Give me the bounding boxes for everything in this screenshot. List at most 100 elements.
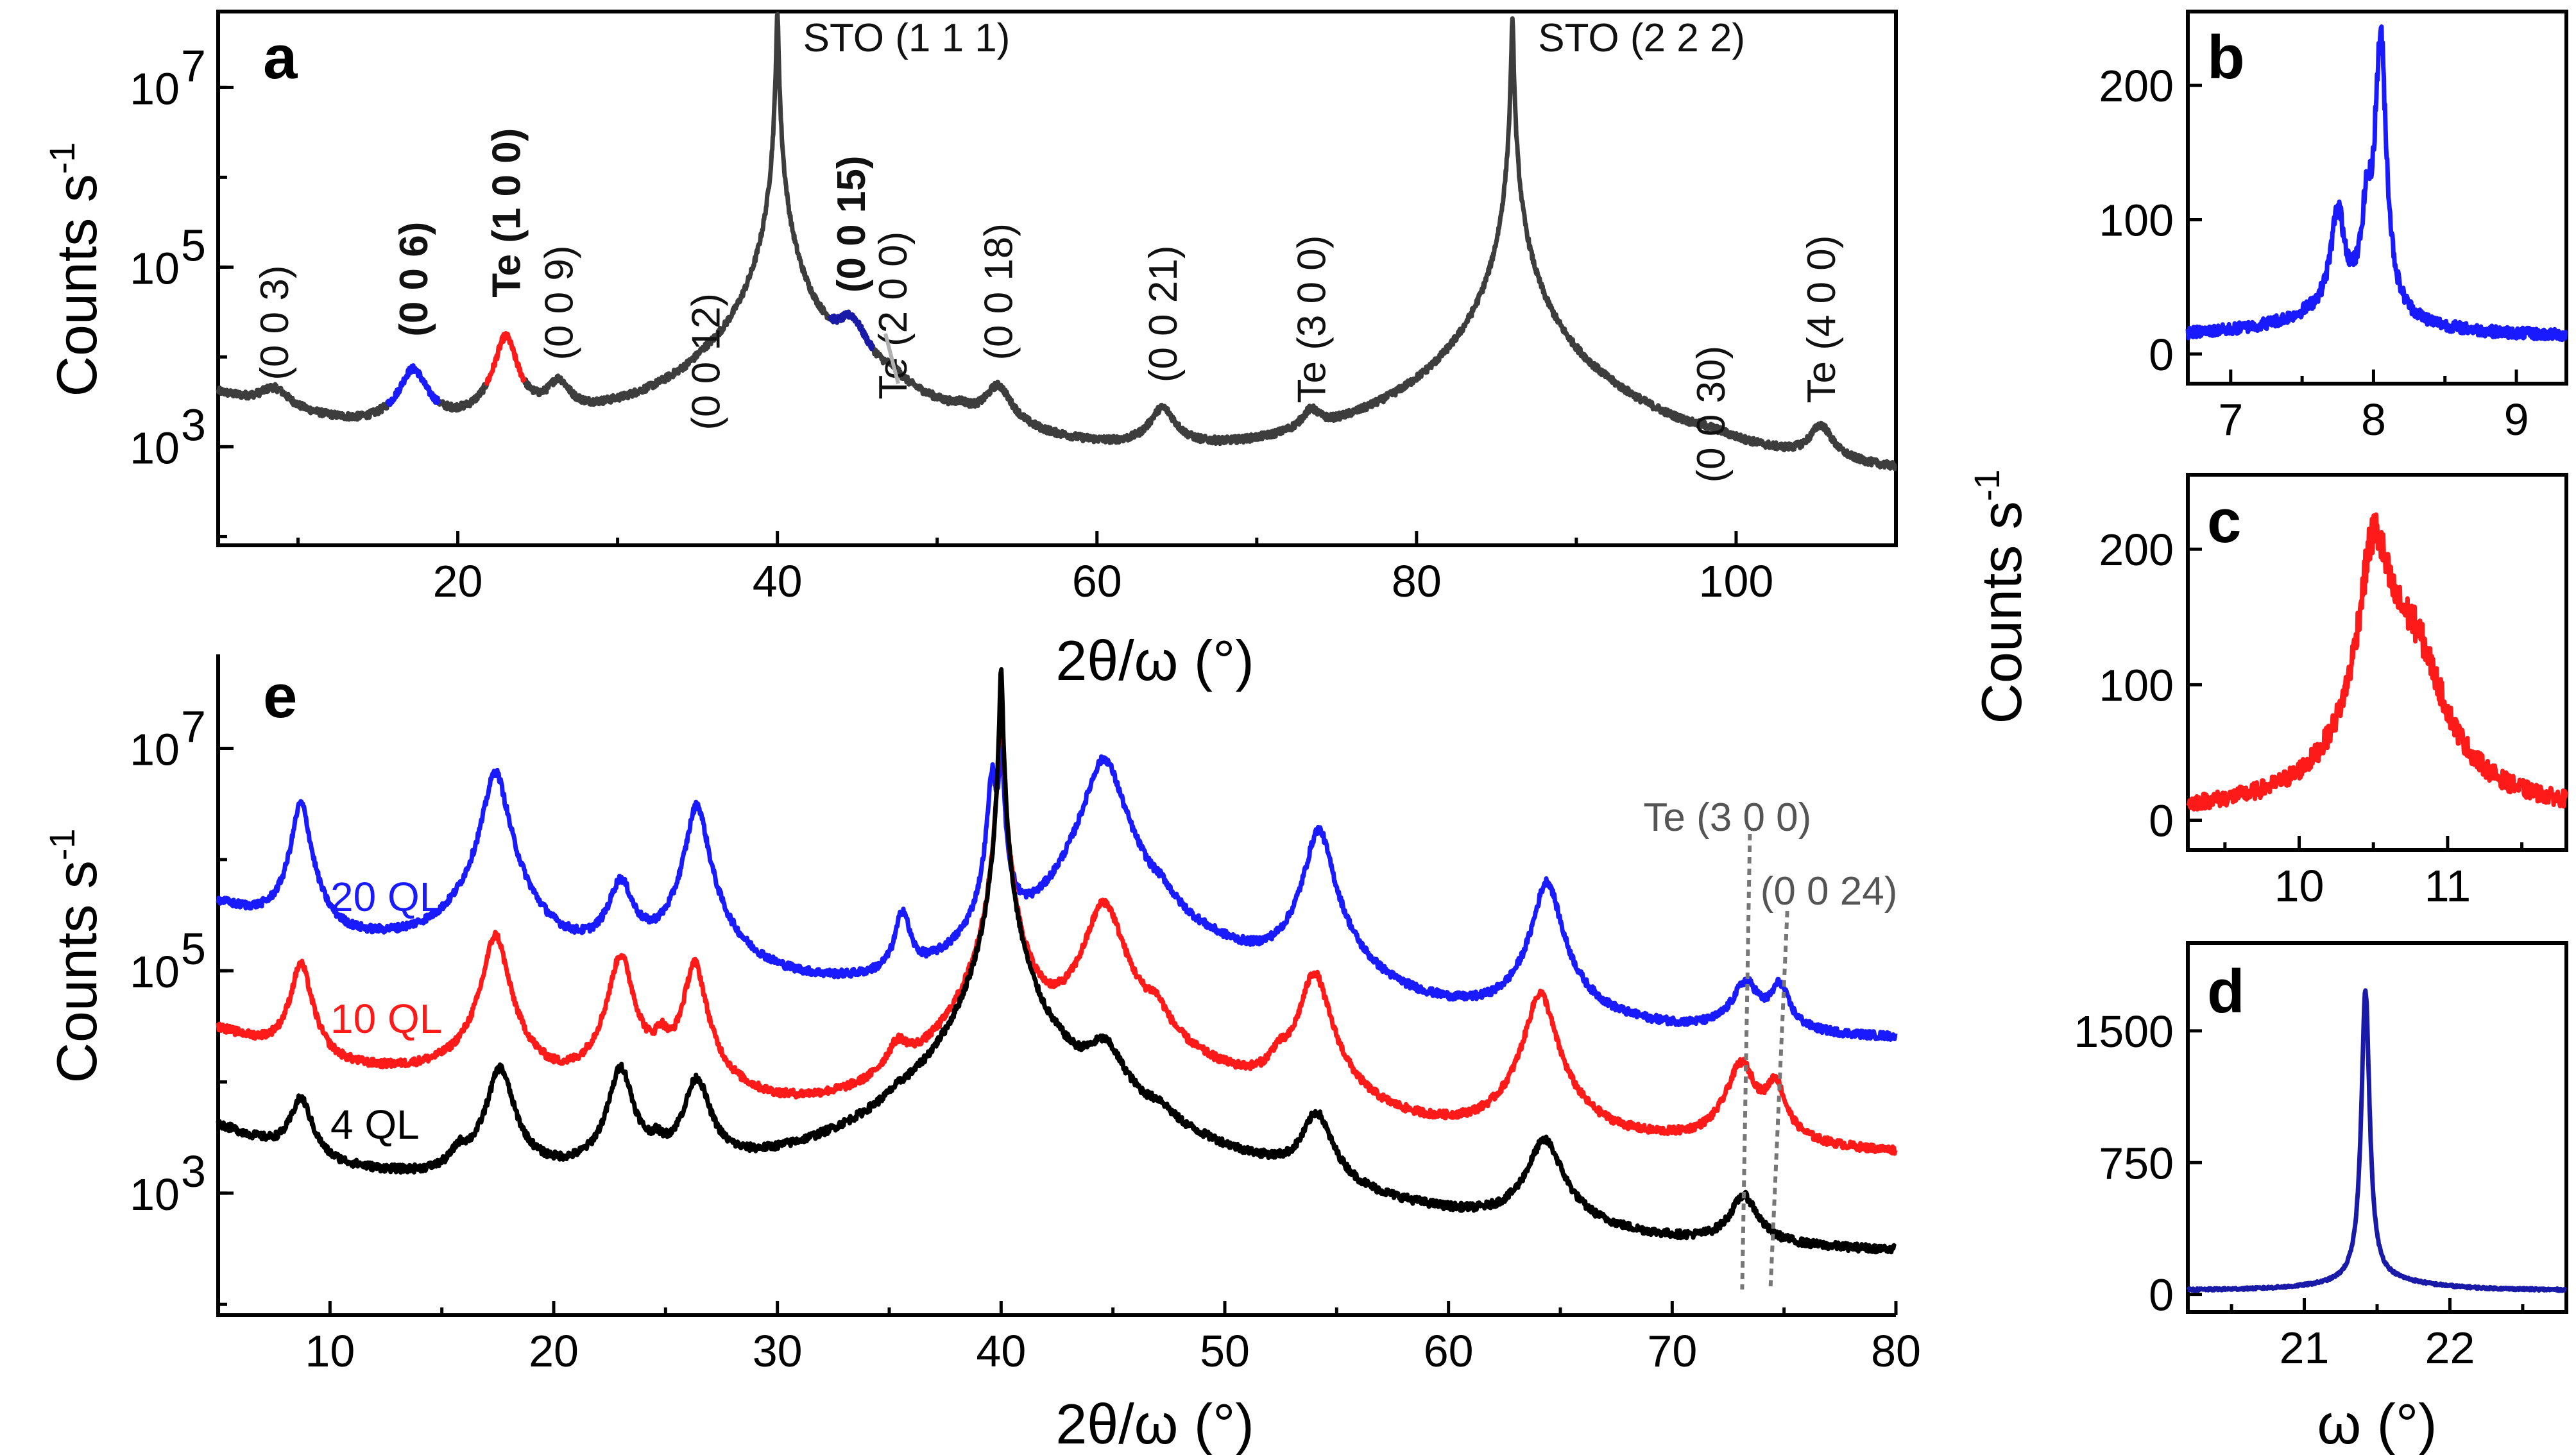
- panel-b-y-tick-label-200: 200: [2099, 61, 2174, 111]
- panel-e-series-label-2: 4 QL: [330, 1102, 420, 1148]
- panel-d-y-tick-label-1500: 1500: [2074, 1007, 2174, 1057]
- peak-label-9: (0 0 18): [977, 223, 1021, 361]
- panel-e-y-tick-label-3: 10: [130, 1170, 180, 1220]
- panel-b-x-ticks: 7 8 9: [2218, 370, 2529, 445]
- panel-d-x-tick-label-21: 21: [2280, 1323, 2330, 1373]
- panel-a-x-label: 2θ/ω (°): [1055, 629, 1254, 692]
- panel-e-series-labels: 20 QL 10 QL 4 QL: [330, 874, 442, 1148]
- panel-b-y-tick-label-0: 0: [2149, 330, 2174, 380]
- panel-a-x-tick-label-20: 20: [433, 556, 483, 606]
- panel-e-x-label: 2θ/ω (°): [1055, 1392, 1254, 1455]
- panel-e-series-label-1: 10 QL: [330, 996, 442, 1042]
- panel-e-x-tick-label-40: 40: [976, 1326, 1026, 1376]
- panel-c-y-tick-label-200: 200: [2099, 525, 2174, 575]
- panel-a-frame: [216, 10, 1898, 547]
- peak-label-5: STO (1 1 1): [803, 16, 1011, 60]
- panel-a-x-tick-label-80: 80: [1392, 556, 1442, 606]
- panel-e-x-ticks: 10 20 30 40 50 60 70 80: [216, 1301, 1921, 1376]
- panel-d: 21 22 0 750 1500 d ω (°): [2074, 941, 2568, 1455]
- panel-e-y-tick-exponent-5: 5: [181, 924, 206, 974]
- panel-c-letter: c: [2207, 487, 2241, 556]
- panel-b-y-tick-label-100: 100: [2099, 196, 2174, 246]
- peak-label-10: (0 0 21): [1141, 246, 1186, 383]
- panel-e-y-tick-exponent-7: 7: [181, 701, 206, 751]
- peak-label-13: (0 0 30): [1689, 346, 1734, 483]
- panel-c-x-tick-label-10: 10: [2274, 861, 2324, 911]
- panel-a-y-tick-label-5: 10: [130, 243, 180, 293]
- panel-a-x-tick-label-60: 60: [1072, 556, 1122, 606]
- peak-0024-guide-line: [1768, 910, 1789, 1287]
- panel-e-y-label: Counts s-1: [42, 828, 108, 1083]
- te-200-leader-line: [883, 333, 900, 384]
- panel-c-y-tick-label-0: 0: [2149, 796, 2174, 846]
- peak-label-2: Te (1 0 0): [484, 128, 529, 298]
- panel-d-y-tick-label-0: 0: [2149, 1270, 2174, 1320]
- peak-label-14: Te (4 0 0): [1800, 235, 1844, 404]
- panel-a-y-label: Counts s-1: [42, 142, 108, 396]
- panel-e-letter: e: [263, 662, 297, 731]
- panel-a-y-tick-exponent-5: 5: [181, 220, 206, 270]
- panel-e-y-tick-label-5: 10: [130, 947, 180, 997]
- panel-b-frame: [2186, 10, 2568, 386]
- peak-0024-annotation: (0 0 24): [1761, 869, 1898, 914]
- peak-label-11: Te (3 0 0): [1290, 235, 1334, 404]
- panel-c-y-tick-label-100: 100: [2099, 660, 2174, 710]
- panel-c-x-tick-label-11: 11: [2425, 861, 2471, 911]
- panel-c-trace: [2186, 512, 2568, 812]
- panel-d-y-tick-label-750: 750: [2099, 1138, 2174, 1188]
- panel-a-x-ticks: 20 40 60 80 100: [296, 531, 1898, 606]
- panel-c-frame: [2186, 473, 2568, 852]
- peak-0015-highlight: [827, 309, 875, 352]
- panel-e-trace-4-ql: [216, 667, 1897, 1255]
- panel-d-curves: [2186, 988, 2568, 1293]
- panel-e-x-tick-label-20: 20: [529, 1326, 579, 1376]
- panel-b-curves: [2185, 24, 2568, 343]
- panel-d-letter: d: [2207, 957, 2245, 1026]
- panel-c-y-label: Counts s-1: [1966, 469, 2033, 724]
- te-300-annotation: Te (3 0 0): [1643, 796, 1811, 840]
- panel-e-annotations: Te (3 0 0) (0 0 24): [1643, 796, 1898, 1290]
- panel-a-peak-labels: (0 0 3) (0 0 6) Te (1 0 0)(0 0 9) (0 0 12) S…: [253, 16, 1844, 483]
- panel-d-trace: [2186, 988, 2568, 1293]
- peak-label-0: (0 0 3): [253, 266, 297, 380]
- panel-e-curves: [216, 667, 1898, 1255]
- panel-a-y-tick-label-3: 10: [130, 423, 180, 473]
- panel-c: 10 11 0 100 200 c Counts s-1: [1966, 469, 2568, 911]
- panel-e-x-tick-label-70: 70: [1647, 1326, 1697, 1376]
- panel-e-x-tick-label-30: 30: [753, 1326, 803, 1376]
- panel-e-trace-10-ql: [216, 690, 1898, 1156]
- peak-label-12: STO (2 2 2): [1538, 16, 1745, 60]
- panel-a-y-tick-exponent-3: 3: [181, 400, 206, 450]
- panel-a-xrd-trace: [216, 12, 1898, 472]
- panel-b: 7 8 9 0 100 200 b: [2099, 10, 2568, 445]
- panel-b-letter: b: [2207, 23, 2245, 92]
- panel-d-y-ticks: 0 750 1500: [2074, 1007, 2202, 1320]
- peak-label-7: Te (2 0 0): [871, 232, 916, 400]
- panel-b-x-tick-label-9: 9: [2504, 395, 2529, 445]
- peak-label-3: (0 0 9): [537, 245, 581, 360]
- panel-b-trace: [2185, 24, 2568, 343]
- panel-b-x-tick-label-7: 7: [2218, 395, 2243, 445]
- panel-e-x-tick-label-50: 50: [1200, 1326, 1250, 1376]
- panel-e-y-tick-label-7: 10: [130, 724, 180, 774]
- te-100-highlight: [484, 331, 527, 386]
- panel-d-x-ticks: 21 22: [2230, 1298, 2525, 1373]
- panel-e-x-tick-label-10: 10: [305, 1326, 355, 1376]
- panel-b-y-ticks: 0 100 200: [2099, 61, 2202, 380]
- peak-label-6: (0 0 15): [830, 156, 874, 293]
- panel-a-y-tick-label-7: 10: [130, 64, 180, 114]
- panel-a-x-tick-label-100: 100: [1699, 556, 1774, 606]
- panel-e-trace-20-ql: [216, 744, 1898, 1042]
- panel-e-x-tick-label-80: 80: [1871, 1326, 1921, 1376]
- panel-c-x-ticks: 10 11: [2223, 836, 2524, 911]
- panel-d-x-tick-label-22: 22: [2425, 1323, 2475, 1373]
- panel-a-letter: a: [263, 23, 298, 92]
- panel-e-y-tick-exponent-3: 3: [181, 1146, 206, 1196]
- panel-e-series-label-0: 20 QL: [330, 874, 442, 920]
- panel-b-x-tick-label-8: 8: [2361, 395, 2386, 445]
